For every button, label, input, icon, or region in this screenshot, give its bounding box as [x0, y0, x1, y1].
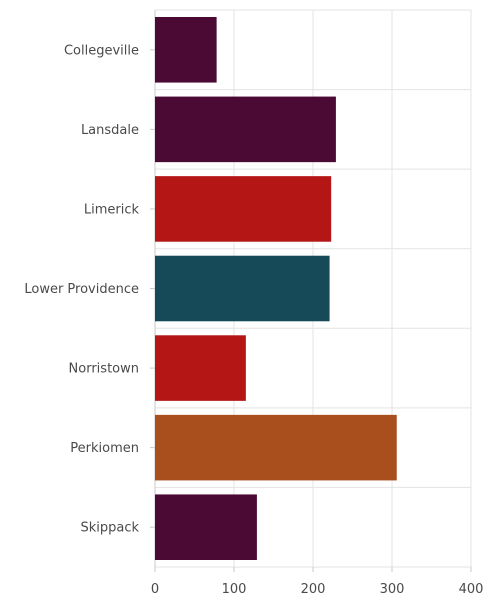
x-tick-label: 0 [151, 582, 159, 597]
bar-skippack[interactable] [155, 494, 257, 560]
category-label: Collegeville [64, 43, 139, 58]
category-labels: Collegeville Lansdale Limerick Lower Provid… [24, 43, 139, 535]
bar-limerick[interactable] [155, 176, 331, 242]
category-label: Lower Providence [24, 282, 139, 297]
x-tick-label: 100 [222, 582, 247, 597]
category-label: Perkiomen [70, 441, 139, 456]
category-label: Norristown [69, 362, 139, 377]
category-label: Limerick [84, 202, 140, 217]
bar-lansdale[interactable] [155, 97, 336, 163]
bar-lower-providence[interactable] [155, 256, 330, 322]
x-tick-label: 300 [380, 582, 405, 597]
x-tick-label: 400 [459, 582, 484, 597]
bar-norristown[interactable] [155, 335, 246, 401]
category-label: Lansdale [81, 123, 139, 138]
x-tick-labels: 0 100 200 300 400 [151, 582, 484, 597]
category-label: Skippack [80, 521, 139, 536]
bars [155, 17, 397, 560]
x-tick-label: 200 [301, 582, 326, 597]
bar-collegeville[interactable] [155, 17, 217, 83]
bar-perkiomen[interactable] [155, 415, 397, 481]
